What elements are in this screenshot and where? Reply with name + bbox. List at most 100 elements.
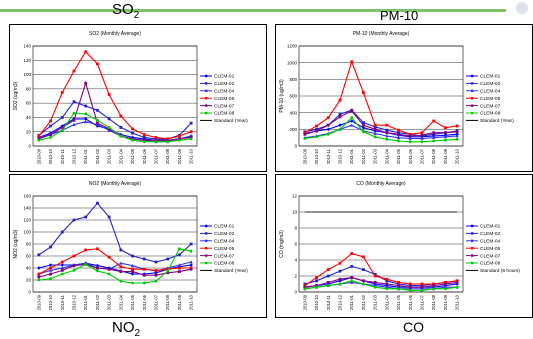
so2-ylabel: SO2 (ug/m3)	[13, 81, 19, 110]
co-legend-label-1: CLEM-02	[480, 231, 501, 237]
so2-point-1-3	[72, 100, 76, 104]
co-point-5-5	[362, 282, 365, 286]
no2-point-5-12	[178, 247, 181, 251]
so2-legend-label-0: CLEM-01	[214, 74, 235, 80]
no2-legend-marker-3	[205, 247, 208, 250]
pm10-ytick-label-2: 400	[289, 110, 297, 115]
co-xtick-label-7: 2011-04	[384, 294, 389, 310]
no2-point-4-1	[49, 272, 52, 276]
no2-point-4-0	[37, 275, 41, 279]
pm10-xtick-label-10: 2011-07	[420, 148, 425, 164]
pm10-point-4-4	[350, 109, 354, 113]
no2-point-3-10	[154, 269, 158, 272]
pm10-point-3-0	[303, 131, 307, 135]
co-ytick-label-3: 6	[294, 242, 297, 247]
co-point-3-4	[350, 252, 354, 255]
so2-plot-area	[32, 45, 198, 147]
pm10-frame	[275, 24, 533, 172]
so2-legend-label-2: CLEM-04	[214, 89, 235, 95]
co-point-5-2	[326, 284, 330, 287]
so2-point-3-11	[166, 137, 170, 141]
so2-point-4-10	[154, 138, 158, 142]
pm10-point-1-6	[373, 125, 377, 129]
so2-point-4-1	[49, 133, 52, 136]
pm10-legend-label-4: CLEM-07	[480, 103, 501, 109]
co-series-line-5	[304, 280, 458, 291]
co-point-4-6	[373, 281, 377, 284]
so2-xtick-label-9: 2011-06	[142, 148, 147, 164]
co-point-3-9	[408, 282, 412, 286]
so2-point-3-7	[119, 114, 123, 118]
pm10-series-line-5	[304, 116, 458, 143]
no2-xtick-label-13: 2011-10	[189, 294, 194, 310]
no2-point-1-9	[142, 257, 146, 261]
co-point-5-6	[373, 285, 377, 289]
pm10-xtick-label-3: 2010-12	[338, 148, 343, 164]
so2-series-line-3	[38, 50, 192, 140]
so2-legend-label-5: CLEM-08	[214, 111, 235, 117]
co-point-3-8	[397, 281, 400, 284]
pm10-point-4-12	[444, 131, 447, 135]
pm10-point-5-4	[350, 116, 354, 120]
no2-point-5-0	[37, 278, 41, 282]
no2-point-0-13	[189, 263, 193, 267]
co-point-5-13	[455, 285, 459, 289]
no2-point-0-1	[48, 263, 53, 267]
so2-point-3-2	[60, 91, 64, 94]
so2-ytick-label-3: 60	[26, 101, 32, 106]
no2-ytick-label-0: 0	[28, 290, 31, 295]
co-point-1-10	[420, 284, 424, 287]
no2-legend-marker-2	[205, 239, 208, 242]
so2-point-4-11	[166, 138, 170, 142]
co-point-5-10	[420, 289, 424, 292]
co-series-line-3	[304, 252, 458, 287]
so2-point-1-8	[131, 131, 134, 135]
so2-point-4-12	[178, 137, 181, 141]
no2-ytick-label-1: 20	[26, 278, 32, 283]
so2-chart: SO2 (Monthly Average) SO2 (ug/m3) 0 20 40 60 8…	[9, 24, 269, 174]
so2-point-3-13	[189, 130, 193, 134]
so2-point-3-5	[96, 62, 99, 66]
heading-no2-subscript: 2	[134, 328, 141, 339]
so2-point-5-8	[131, 138, 134, 142]
co-xtick-label-3: 2010-12	[338, 294, 343, 310]
no2-xtick-label-0: 2010-09	[36, 294, 41, 310]
so2-ytick-label-0: 0	[28, 144, 31, 149]
no2-point-3-5	[96, 247, 99, 251]
co-point-4-12	[444, 282, 447, 286]
co-xtick-label-2: 2010-11	[326, 294, 331, 310]
pm10-point-4-7	[385, 131, 389, 135]
no2-series-line-2	[38, 261, 192, 275]
so2-legend-marker-4	[205, 104, 208, 107]
pm10-xtick-label-6: 2011-03	[373, 148, 378, 164]
so2-point-1-7	[119, 126, 123, 129]
co-point-5-11	[432, 287, 436, 291]
co-ytick-label-2: 4	[294, 258, 297, 263]
pm10-ytick-label-0: 0	[294, 144, 297, 149]
co-xtick-label-8: 2011-05	[396, 294, 401, 310]
so2-point-3-4	[84, 50, 88, 54]
no2-legend-label-3: CLEM-05	[214, 246, 235, 252]
pm10-xtick-label-1: 2010-10	[314, 148, 319, 164]
no2-point-4-9	[142, 273, 146, 277]
so2-point-5-1	[49, 136, 52, 139]
co-title: CO (Monthly Average)	[356, 181, 406, 187]
so2-point-5-0	[37, 138, 41, 142]
co-xtick-label-6: 2011-03	[373, 294, 378, 310]
so2-ytick-label-1: 20	[26, 129, 32, 134]
no2-point-1-7	[119, 248, 123, 252]
heading-so2-subscript: 2	[133, 10, 140, 21]
so2-xtick-label-12: 2011-09	[177, 148, 182, 164]
pm10-point-3-6	[373, 123, 377, 127]
so2-series-line-5	[38, 112, 192, 143]
pm10-xtick-label-0: 2010-09	[302, 148, 307, 164]
no2-legend-label-2: CLEM-04	[214, 239, 235, 245]
pm10-point-3-1	[315, 124, 318, 128]
so2-ytick-label-7: 140	[23, 44, 31, 49]
pm10-point-2-9	[408, 136, 412, 140]
so2-point-4-9	[142, 138, 146, 142]
so2-legend-marker-5	[205, 111, 208, 115]
so2-point-5-9	[142, 140, 146, 144]
no2-point-1-8	[131, 254, 134, 258]
no2-point-2-2	[60, 266, 64, 270]
